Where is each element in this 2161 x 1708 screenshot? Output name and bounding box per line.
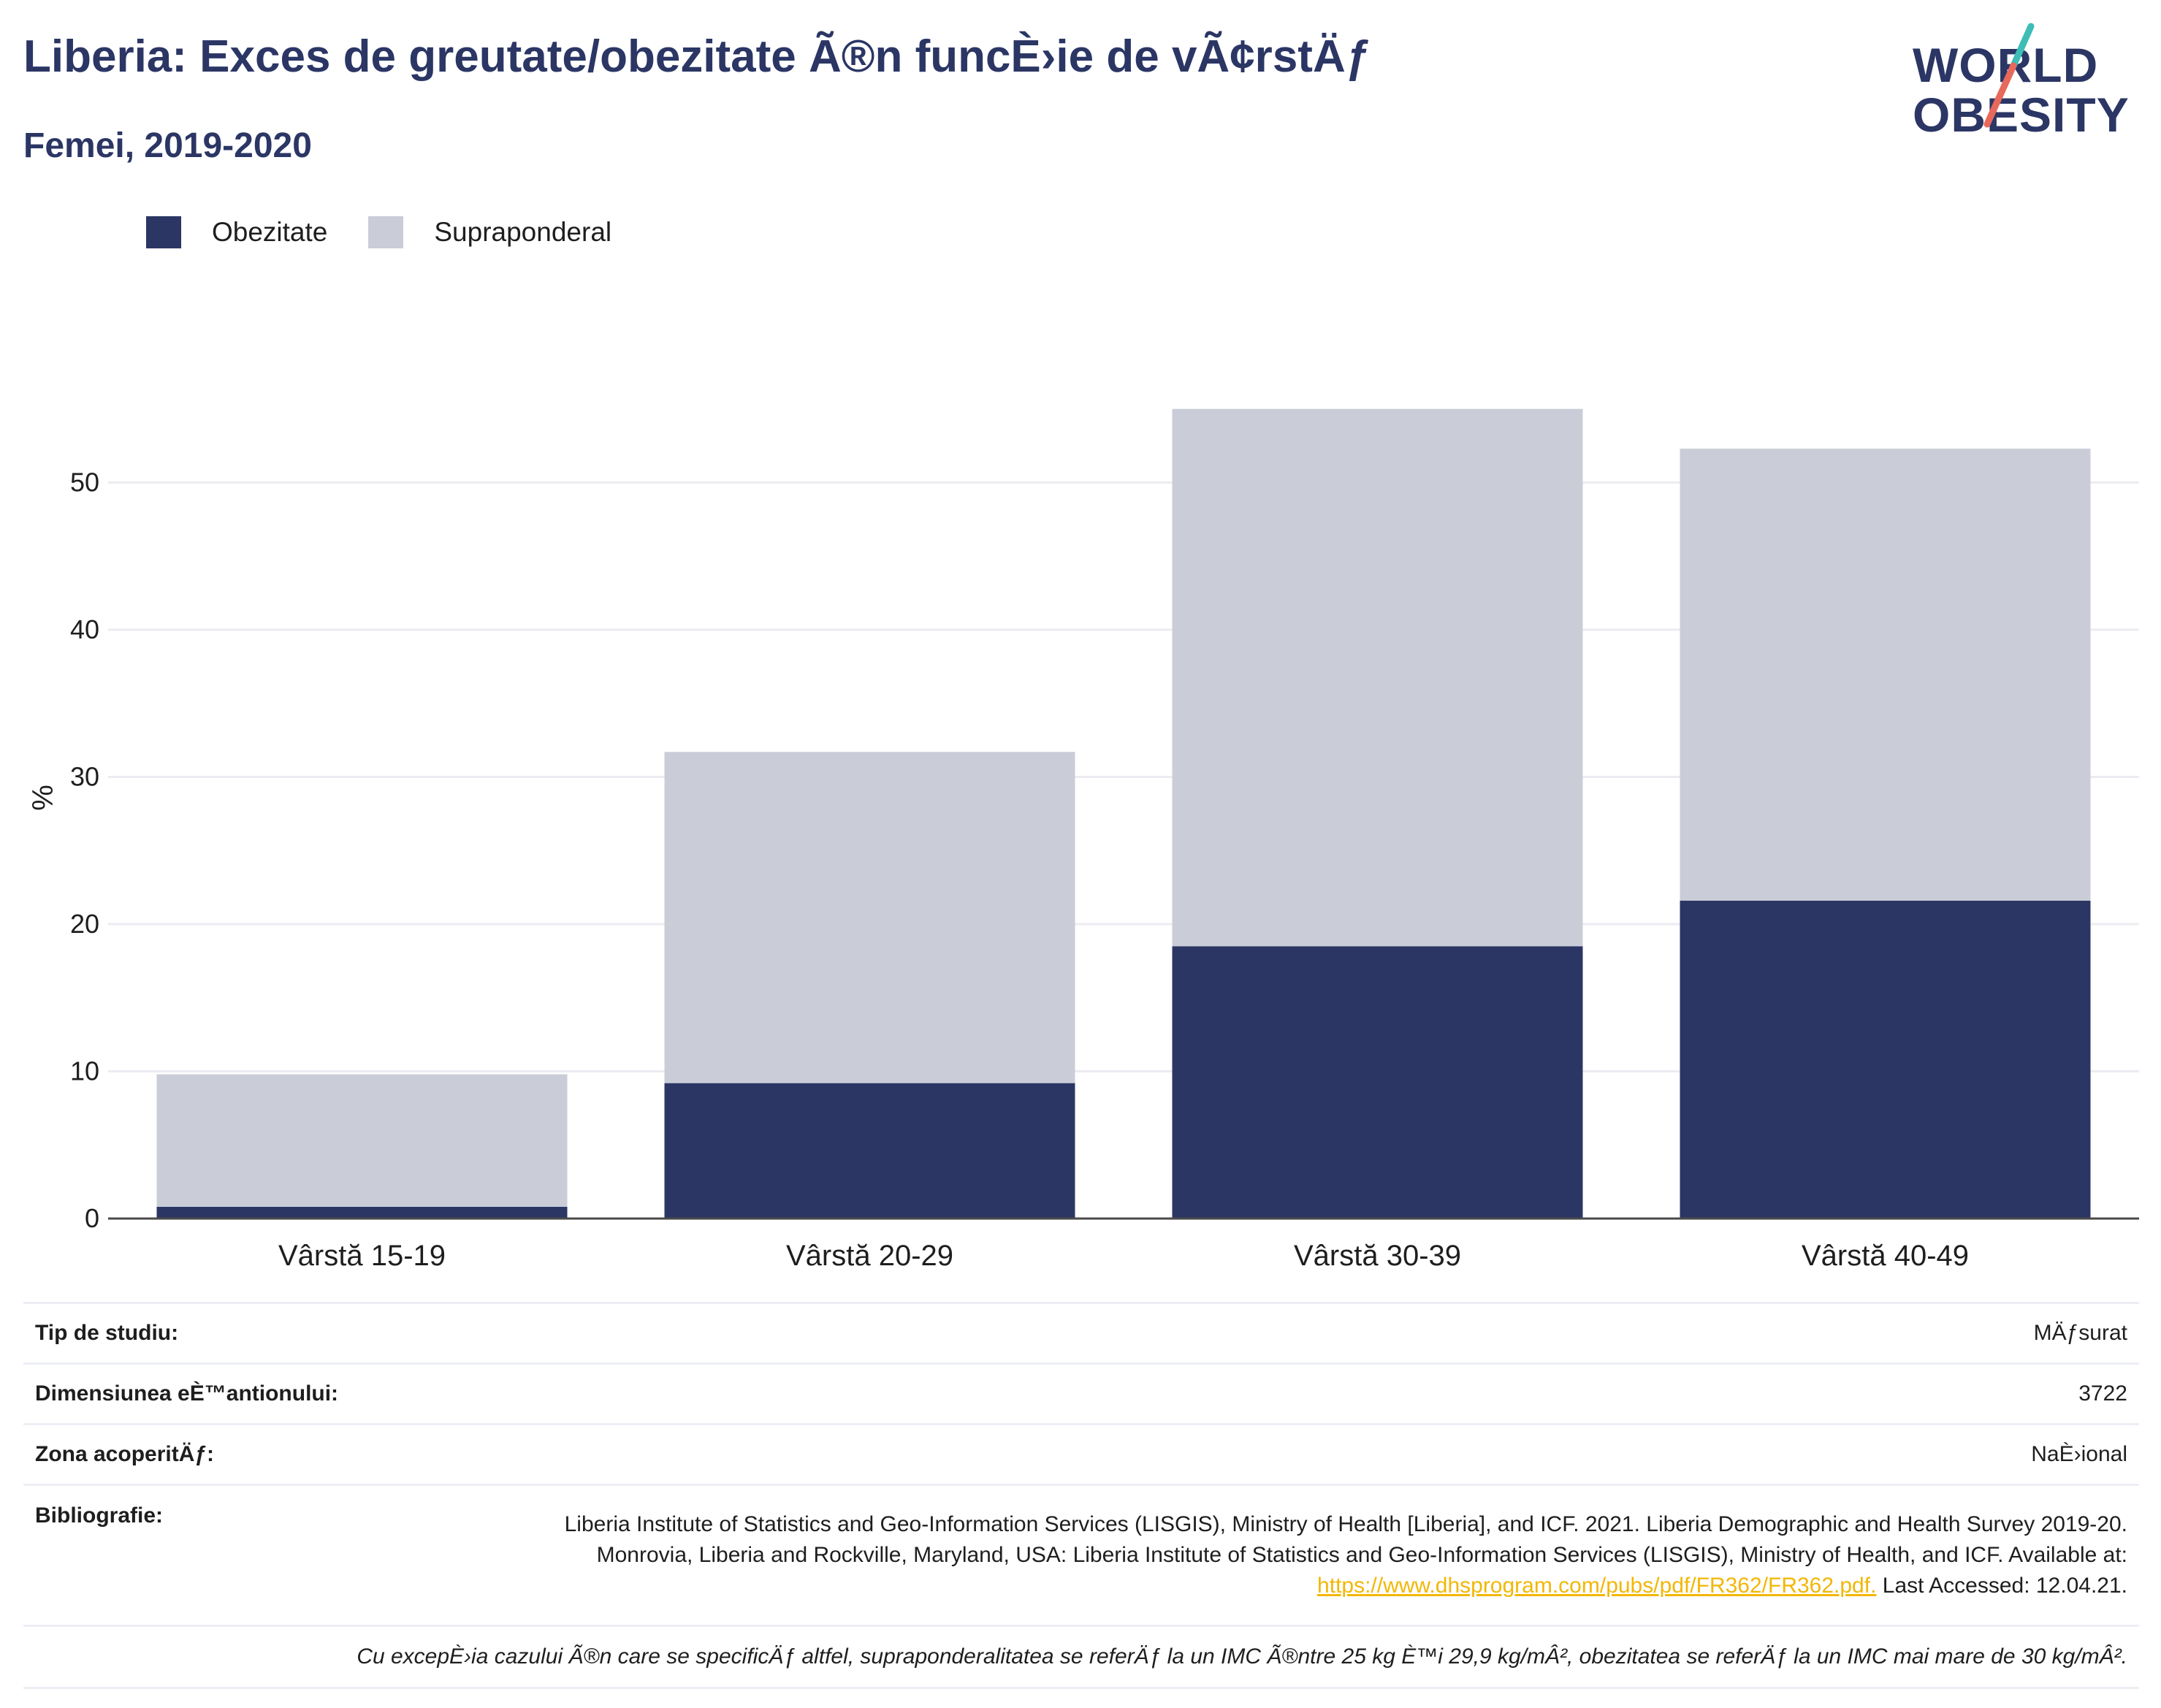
world-obesity-logo: WORLD OBESITY xyxy=(1907,22,2148,153)
bibliography-text: Liberia Institute of Statistics and Geo-… xyxy=(485,1484,2139,1626)
info-row-footnote: Cu excepÈ›ia cazului Ã®n care se specifi… xyxy=(23,1625,2139,1689)
y-tick-label: 30 xyxy=(70,762,99,792)
chart-title: Liberia: Exces de greutate/obezitate Ã®n… xyxy=(23,31,1371,82)
x-tick-label: Vârstă 15-19 xyxy=(278,1240,446,1272)
info-row-study-type: Tip de studiu: MÄƒsurat xyxy=(23,1302,2139,1364)
legend-label-obezitate: Obezitate xyxy=(212,217,328,247)
y-axis-ticks: 0 10 20 30 40 50 xyxy=(70,468,99,1234)
chart-subtitle: Femei, 2019-2020 xyxy=(23,126,312,165)
info-value: MÄƒsurat xyxy=(485,1302,2139,1364)
legend-item-supraponderal: Supraponderal xyxy=(368,216,611,248)
info-value: 3722 xyxy=(485,1362,2139,1425)
x-tick-label: Vârstă 30-39 xyxy=(1294,1240,1461,1272)
bar-obezitate xyxy=(664,1083,1075,1219)
y-tick-label: 50 xyxy=(70,468,99,497)
info-label: Bibliografie: xyxy=(23,1484,485,1626)
info-row-sample-size: Dimensiunea eÈ™antionului: 3722 xyxy=(23,1362,2139,1425)
bar-supraponderal xyxy=(1680,449,2091,901)
x-axis-ticks: Vârstă 15-19 Vârstă 20-29 Vârstă 30-39 Vârs… xyxy=(108,1217,2139,1272)
y-tick-label: 10 xyxy=(70,1056,99,1086)
bar-obezitate xyxy=(1172,946,1583,1219)
bar-supraponderal xyxy=(664,752,1075,1083)
logo-line-2: OBESITY xyxy=(1913,88,2130,142)
y-tick-label: 0 xyxy=(85,1203,99,1233)
chart-bars xyxy=(156,408,2091,1219)
bar-supraponderal xyxy=(156,1074,568,1207)
info-label: Zona acoperitÄƒ: xyxy=(23,1423,485,1485)
x-tick-label: Vârstă 40-49 xyxy=(1802,1240,1969,1272)
bibliography-text-before: Liberia Institute of Statistics and Geo-… xyxy=(564,1512,2127,1567)
bar-obezitate xyxy=(156,1206,568,1219)
chart-legend: Obezitate Supraponderal xyxy=(146,216,652,248)
study-info-table: Tip de studiu: MÄƒsurat Dimensiunea eÈ™a… xyxy=(23,1302,2139,1689)
x-tick-label: Vârstă 20-29 xyxy=(786,1240,953,1272)
info-label: Tip de studiu: xyxy=(23,1302,485,1364)
y-tick-label: 40 xyxy=(70,614,99,644)
y-tick-label: 20 xyxy=(70,909,99,939)
bar-obezitate xyxy=(1680,900,2091,1219)
footnote-text: Cu excepÈ›ia cazului Ã®n care se specifi… xyxy=(23,1625,2139,1689)
bar-supraponderal xyxy=(1172,408,1583,947)
legend-label-supraponderal: Supraponderal xyxy=(434,217,612,247)
info-label: Dimensiunea eÈ™antionului: xyxy=(23,1362,485,1425)
info-row-coverage: Zona acoperitÄƒ: NaÈ›ional xyxy=(23,1423,2139,1485)
info-value: NaÈ›ional xyxy=(485,1423,2139,1485)
logo-slash-icon xyxy=(1983,23,2035,128)
info-row-bibliography: Bibliografie: Liberia Institute of Stati… xyxy=(23,1484,2139,1626)
bibliography-text-after: Last Accessed: 12.04.21. xyxy=(1876,1574,2127,1598)
bibliography-link[interactable]: https://www.dhsprogram.com/pubs/pdf/FR36… xyxy=(1317,1574,1877,1598)
legend-item-obezitate: Obezitate xyxy=(146,216,327,248)
legend-swatch-obezitate xyxy=(146,216,181,248)
legend-swatch-supraponderal xyxy=(368,216,404,248)
y-axis-title: % xyxy=(27,785,59,811)
